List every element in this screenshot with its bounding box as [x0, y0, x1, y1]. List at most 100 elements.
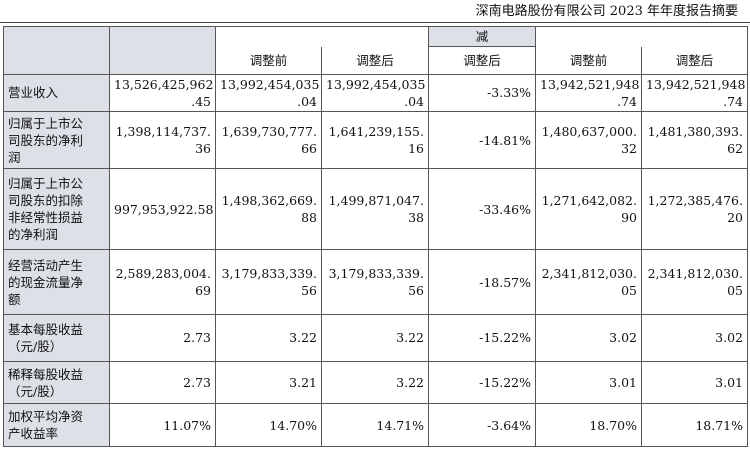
value-cell: 1,499,871,047. 38: [321, 168, 429, 251]
header-cell-after-adjustment: 调整后: [641, 46, 748, 75]
value-cell: 1,271,642,082. 90: [535, 168, 642, 251]
value-cell: 1,272,385,476. 20: [641, 168, 748, 251]
value-cell: 1,481,380,393. 62: [641, 111, 748, 170]
value-text: 32: [621, 141, 637, 157]
value-text: 56: [301, 283, 317, 299]
value-cell: 13,942,521,948.74: [641, 73, 748, 113]
value-text: 997,953,922.58: [114, 201, 214, 217]
value-text: 1,639,730,777.: [221, 124, 317, 140]
header-cell-before-adjustment: 调整前: [535, 46, 642, 75]
value-text: 11.07%: [163, 417, 211, 433]
value-text: 13,526,425,962: [114, 76, 214, 92]
value-cell: 2,589,283,004. 69: [109, 249, 216, 316]
row-label-line: 经营活动产生: [8, 257, 84, 273]
value-text: -15.22%: [479, 375, 531, 391]
row-label-line: 产收益率: [8, 426, 59, 442]
financial-summary-table: 减 调整前 调整后 调整后 调整前 调整后 营业收入 13,526,425,962…: [3, 25, 748, 447]
value-cell: 2.73: [109, 314, 216, 362]
table-row: 经营活动产生 的现金流量净额 2,589,283,004. 69 3,179,833,3…: [3, 249, 748, 316]
value-text: 3.22: [396, 375, 424, 391]
value-cell: -15.22%: [428, 360, 536, 405]
value-text: 1,498,362,669.: [221, 193, 317, 209]
header-rule: [0, 22, 750, 23]
table-row: 加权平均净资 产收益率 11.07% 14.70% 14.71% -3.64% 18.70%…: [3, 403, 748, 447]
value-text: 16: [408, 141, 424, 157]
row-label-line: 额: [8, 291, 21, 307]
value-text: .04: [297, 93, 317, 109]
value-text: 3.22: [396, 330, 424, 346]
row-label-line: （元/股）: [8, 338, 63, 354]
value-text: 14.71%: [376, 417, 424, 433]
row-label-cell: 加权平均净资 产收益率: [3, 403, 110, 447]
value-text: 2.73: [183, 330, 211, 346]
row-label-cell: 归属于上市公 司股东的净利润: [3, 111, 110, 170]
value-text: 1,398,114,737.: [115, 124, 211, 140]
value-text: .45: [191, 93, 211, 109]
value-cell: 3.02: [535, 314, 642, 362]
value-cell: 3,179,833,339. 56: [321, 249, 429, 316]
value-text: 13,942,521,948: [540, 76, 640, 92]
value-cell: 14.71%: [321, 403, 429, 447]
value-text: 13,992,454,035: [220, 76, 320, 92]
value-cell: -15.22%: [428, 314, 536, 362]
value-text: 56: [408, 283, 424, 299]
value-text: 69: [195, 283, 211, 299]
value-text: 3.02: [609, 330, 637, 346]
value-cell: 3,179,833,339. 56: [215, 249, 322, 316]
value-text: 05: [727, 283, 743, 299]
value-cell: 13,992,454,035.04: [215, 73, 322, 113]
row-label-line: 营业收入: [8, 85, 59, 101]
value-cell: 1,480,637,000. 32: [535, 111, 642, 170]
value-text: 88: [301, 210, 317, 226]
value-cell: 1,398,114,737. 36: [109, 111, 216, 170]
value-cell: 3.22: [321, 314, 429, 362]
value-text: .04: [404, 93, 424, 109]
value-text: .74: [723, 93, 743, 109]
value-cell: 2,341,812,030. 05: [641, 249, 748, 316]
header-cell-before-adjustment: 调整前: [215, 46, 322, 75]
value-cell: -3.64%: [428, 403, 536, 447]
table-body: 营业收入 13,526,425,962.45 13,992,454,035.04 13…: [3, 73, 748, 447]
value-cell: 14.70%: [215, 403, 322, 447]
value-cell: 3.01: [535, 360, 642, 405]
row-label-cell: 经营活动产生 的现金流量净额: [3, 249, 110, 316]
row-label-line: （元/股）: [8, 383, 63, 399]
row-label-cell: 归属于上市公 司股东的扣除 非经常性损益 的净利润: [3, 168, 110, 251]
value-text: 13,992,454,035: [326, 76, 426, 92]
value-text: 1,499,871,047.: [328, 193, 424, 209]
value-text: 3.01: [715, 375, 743, 391]
value-cell: 1,498,362,669. 88: [215, 168, 322, 251]
value-text: 1,272,385,476.: [647, 193, 743, 209]
value-text: -3.33%: [487, 85, 531, 101]
value-text: -15.22%: [479, 330, 531, 346]
value-cell: -14.81%: [428, 111, 536, 170]
value-text: -18.57%: [479, 274, 531, 290]
row-label-line: 的现金流量净: [8, 274, 84, 290]
value-text: 1,480,637,000.: [541, 124, 637, 140]
value-cell: 11.07%: [109, 403, 216, 447]
table-row: 营业收入 13,526,425,962.45 13,992,454,035.04 13…: [3, 73, 748, 113]
row-label-line: 基本每股收益: [8, 321, 84, 337]
value-text: 3.02: [715, 330, 743, 346]
value-text: -14.81%: [479, 132, 531, 148]
header-cell-change-after-adjustment: 调整后: [428, 46, 536, 75]
value-text: 90: [621, 210, 637, 226]
value-text: 3.22: [289, 330, 317, 346]
value-cell: 18.71%: [641, 403, 748, 447]
row-label-line: 稀释每股收益: [8, 366, 84, 382]
table-row: 基本每股收益 （元/股） 2.73 3.22 3.22 -15.22% 3.02 3.02: [3, 314, 748, 362]
value-cell: 13,992,454,035.04: [321, 73, 429, 113]
row-label-line: 归属于上市公: [8, 115, 84, 131]
value-text: 3,179,833,339.: [328, 266, 424, 282]
value-text: 14.70%: [269, 417, 317, 433]
row-label-cell: 稀释每股收益 （元/股）: [3, 360, 110, 405]
value-cell: 997,953,922.58: [109, 168, 216, 251]
row-label-line: 司股东的净利: [8, 132, 84, 148]
value-cell: 13,942,521,948.74: [535, 73, 642, 113]
value-text: 62: [727, 141, 743, 157]
value-text: 3.21: [289, 375, 317, 391]
value-cell: 13,526,425,962.45: [109, 73, 216, 113]
row-label-line: 润: [8, 149, 21, 165]
value-text: 36: [195, 141, 211, 157]
